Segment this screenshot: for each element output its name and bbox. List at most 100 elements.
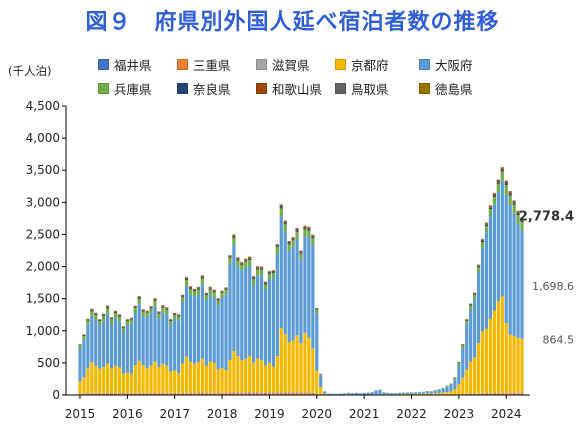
bar-segment-kyoto [153, 361, 157, 393]
bar-segment-kyoto [319, 386, 323, 395]
legend-label: 徳島県 [435, 81, 473, 97]
bar-segment-kyoto [504, 323, 508, 393]
bar-segment-shiga [157, 392, 161, 394]
bar-segment-hyogo [283, 224, 287, 232]
bar-segment-nara [484, 224, 489, 227]
bar-segment-wakayama [307, 227, 311, 230]
bar-segment-osaka [401, 392, 406, 395]
bar-segment-osaka [358, 393, 362, 395]
bar-segment-tottori [267, 271, 272, 272]
bar-segment-wakayama [461, 344, 465, 346]
bar-segment-nara [263, 283, 268, 285]
bar-segment-kyoto [275, 356, 279, 393]
legend-item-kyoto: 京都府 [335, 55, 419, 74]
bar-segment-osaka [196, 294, 201, 363]
bar-segment-wakayama [169, 319, 173, 321]
bar-segment-wakayama [469, 304, 473, 306]
bar-segment-mie [480, 393, 485, 395]
bar-segment-nara [106, 307, 110, 309]
bar-segment-osaka [212, 297, 216, 364]
legend-label: 滋賀県 [272, 57, 310, 73]
bar-segment-kyoto [224, 370, 228, 393]
bar-segment-osaka [255, 275, 260, 359]
bar-segment-hyogo [275, 247, 279, 254]
bar-segment-nara [125, 320, 129, 322]
bar-segment-nara [216, 299, 220, 301]
bar-segment-osaka [315, 312, 319, 371]
bar-segment-kyoto [520, 338, 524, 393]
bar-segment-wakayama [188, 286, 193, 289]
bar-segment-osaka [366, 392, 370, 395]
bar-segment-mie [473, 393, 477, 395]
bar-segment-nara [161, 306, 165, 308]
bar-segment-tottori [492, 193, 496, 194]
bar-segment-nara [476, 266, 481, 268]
bar-segment-kyoto [196, 362, 201, 393]
bar-segment-nara [244, 260, 248, 262]
bar-segment-wakayama [157, 312, 161, 314]
bar-segment-hyogo [267, 273, 272, 280]
bar-segment-kyoto [78, 381, 82, 394]
bar-segment-hyogo [145, 312, 149, 318]
bar-segment-mie [295, 392, 299, 395]
bar-segment-hyogo [255, 269, 260, 276]
bar-segment-wakayama [125, 319, 129, 321]
bar-segment-tottori [311, 234, 315, 236]
bar-segment-osaka [279, 216, 283, 328]
bar-segment-shiga [113, 392, 118, 394]
bar-segment-hyogo [220, 293, 224, 298]
bar-segment-wakayama [204, 293, 208, 295]
bar-segment-nara [177, 315, 181, 317]
bar-segment-mie [98, 393, 102, 395]
bar-segment-wakayama [287, 241, 291, 244]
bar-segment-tottori [484, 222, 489, 224]
bar-segment-kyoto [425, 393, 429, 395]
bar-segment-hyogo [287, 244, 291, 251]
bar-segment-osaka [102, 320, 106, 367]
bar-segment-kyoto [287, 342, 291, 393]
bar-segment-osaka [180, 302, 185, 364]
bar-segment-nara [204, 294, 208, 296]
bar-segment-shiga [121, 393, 126, 394]
bar-segment-nara [117, 315, 122, 317]
bar-segment-kyoto [492, 310, 496, 393]
bar-segment-shiga [473, 393, 477, 394]
bar-segment-wakayama [240, 262, 244, 264]
bar-segment-osaka [236, 266, 240, 357]
bar-segment-nara [78, 345, 82, 346]
bar-segment-wakayama [212, 290, 216, 292]
bar-segment-wakayama [177, 314, 181, 316]
bar-segment-kyoto [137, 360, 141, 393]
bar-segment-osaka [165, 314, 169, 366]
bar-segment-mie [315, 394, 319, 395]
bar-segment-osaka [362, 393, 366, 395]
bar-segment-mie [82, 393, 86, 395]
bar-segment-nara [252, 277, 256, 279]
bar-segment-osaka [484, 232, 489, 329]
bar-segment-mie [141, 393, 145, 395]
bar-segment-kyoto [86, 368, 90, 393]
bar-segment-kyoto [473, 357, 477, 394]
bar-segment-nara [129, 319, 133, 320]
bar-segment-osaka [378, 389, 382, 395]
bar-segment-kyoto [488, 318, 493, 393]
bar-segment-shiga [496, 392, 500, 394]
bar-segment-tottori [188, 286, 193, 287]
bar-segment-nara [295, 230, 299, 232]
bar-segment-kyoto [512, 335, 516, 393]
bar-segment-kyoto [441, 392, 445, 395]
bar-segment-kyoto [500, 296, 504, 393]
bar-segment-hyogo [508, 195, 512, 206]
bar-segment-nara [94, 314, 98, 316]
bar-segment-hyogo [204, 295, 208, 301]
bar-segment-mie [102, 393, 106, 395]
bar-segment-nara [473, 294, 477, 296]
bar-segment-nara [228, 257, 232, 259]
bar-segment-kyoto [252, 362, 256, 393]
bar-segment-mie [252, 393, 256, 395]
bar-segment-shiga [86, 393, 90, 394]
bar-segment-osaka [117, 321, 122, 368]
bar-segment-tottori [200, 275, 204, 277]
bar-segment-osaka [319, 375, 323, 387]
bar-segment-wakayama [480, 239, 485, 241]
